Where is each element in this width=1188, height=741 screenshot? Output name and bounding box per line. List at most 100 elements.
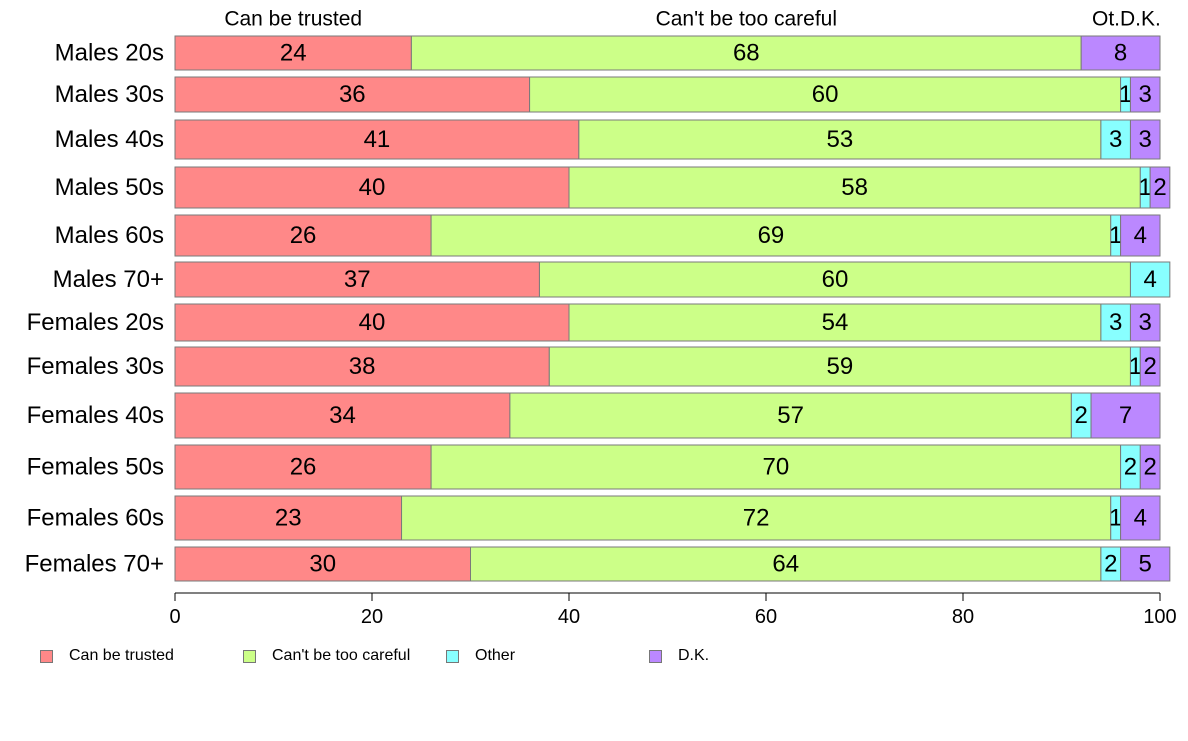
data-label: 34 bbox=[329, 402, 356, 429]
data-label: 37 bbox=[344, 266, 371, 293]
data-label: 36 bbox=[339, 81, 366, 108]
data-label: 4 bbox=[1143, 266, 1156, 293]
data-label: 69 bbox=[758, 222, 785, 249]
data-label: 3 bbox=[1109, 309, 1122, 336]
bar-segment bbox=[174, 166, 570, 209]
data-label: 40 bbox=[359, 309, 386, 336]
bar-segment bbox=[1129, 303, 1161, 342]
category-label: Males 50s bbox=[55, 174, 164, 201]
data-label: 60 bbox=[812, 81, 839, 108]
bar-segment bbox=[538, 261, 1131, 298]
data-label: 41 bbox=[364, 126, 391, 153]
data-label: 4 bbox=[1134, 222, 1147, 249]
data-label: 1 bbox=[1139, 174, 1152, 201]
data-label: 57 bbox=[777, 402, 804, 429]
bar-segment bbox=[174, 35, 412, 71]
data-label: 26 bbox=[290, 454, 317, 481]
legend-swatch bbox=[40, 649, 53, 663]
category-label: Females 30s bbox=[27, 353, 164, 380]
bar-segment bbox=[509, 392, 1072, 439]
category-label: Females 20s bbox=[27, 309, 164, 336]
column-label-other: Ot. bbox=[1092, 8, 1120, 31]
data-label: 40 bbox=[359, 174, 386, 201]
bar-segment bbox=[1080, 35, 1161, 71]
bar-segment bbox=[174, 546, 471, 582]
bar-segment bbox=[174, 76, 531, 113]
category-label: Males 20s bbox=[55, 40, 164, 67]
data-label: 60 bbox=[822, 266, 849, 293]
data-label: 2 bbox=[1124, 454, 1137, 481]
data-label: 8 bbox=[1114, 40, 1127, 67]
bar-segment bbox=[1120, 495, 1161, 541]
data-label: 3 bbox=[1139, 309, 1152, 336]
bar-segment bbox=[174, 119, 580, 160]
bar-segment bbox=[174, 444, 432, 490]
bar-segment bbox=[1120, 214, 1161, 257]
legend-item-dk: D.K. bbox=[649, 644, 709, 668]
bar-segment bbox=[410, 35, 1082, 71]
bar-segment bbox=[470, 546, 1102, 582]
category-label: Males 40s bbox=[55, 126, 164, 153]
bar-segment bbox=[174, 261, 540, 298]
bar-segment bbox=[1129, 119, 1161, 160]
bar-segment bbox=[401, 495, 1112, 541]
bar-segment bbox=[1139, 346, 1161, 387]
bar-segment bbox=[174, 214, 432, 257]
x-tick-label: 60 bbox=[755, 606, 777, 628]
bar-segment bbox=[174, 495, 403, 541]
data-label: 53 bbox=[827, 126, 854, 153]
category-label: Males 70+ bbox=[53, 266, 164, 293]
bar-segment bbox=[548, 346, 1131, 387]
data-label: 2 bbox=[1153, 174, 1166, 201]
x-tick-label: 100 bbox=[1143, 606, 1176, 628]
x-tick-label: 80 bbox=[952, 606, 974, 628]
data-label: 26 bbox=[290, 222, 317, 249]
data-label: 59 bbox=[827, 353, 854, 380]
data-label: 2 bbox=[1104, 551, 1117, 578]
x-tick-label: 40 bbox=[558, 606, 580, 628]
category-label: Males 30s bbox=[55, 81, 164, 108]
legend-swatch bbox=[446, 649, 459, 663]
data-label: 23 bbox=[275, 505, 302, 532]
category-label: Males 60s bbox=[55, 222, 164, 249]
category-label: Females 60s bbox=[27, 505, 164, 532]
bar-segment bbox=[1100, 119, 1131, 160]
column-label-can-be-trusted: Can be trusted bbox=[224, 8, 362, 31]
legend-label: Other bbox=[475, 647, 516, 664]
data-label: 3 bbox=[1139, 126, 1152, 153]
data-label: 68 bbox=[733, 40, 760, 67]
data-label: 7 bbox=[1119, 402, 1132, 429]
data-label: 5 bbox=[1139, 551, 1152, 578]
data-label: 54 bbox=[822, 309, 849, 336]
data-label: 1 bbox=[1119, 81, 1132, 108]
category-label: Females 70+ bbox=[25, 551, 164, 578]
data-label: 1 bbox=[1129, 353, 1142, 380]
data-label: 38 bbox=[349, 353, 376, 380]
legend-item-cant-be-too-careful: Can't be too careful bbox=[243, 644, 410, 668]
bar-segment bbox=[529, 76, 1122, 113]
legend-label: Can be trusted bbox=[69, 647, 174, 664]
data-label: 70 bbox=[762, 454, 789, 481]
legend-label: D.K. bbox=[678, 647, 710, 664]
column-label-dk: D.K. bbox=[1120, 8, 1161, 31]
data-label: 64 bbox=[772, 551, 799, 578]
legend-label: Can't be too careful bbox=[272, 647, 411, 664]
bar-segment bbox=[1129, 76, 1161, 113]
data-label: 3 bbox=[1109, 126, 1122, 153]
bar-segment bbox=[1139, 444, 1161, 490]
data-label: 1 bbox=[1109, 222, 1122, 249]
data-label: 2 bbox=[1143, 454, 1156, 481]
bar-segment bbox=[174, 303, 570, 342]
data-label: 72 bbox=[743, 505, 770, 532]
bar-segment bbox=[1120, 546, 1171, 582]
category-label: Females 50s bbox=[27, 454, 164, 481]
data-label: 30 bbox=[309, 551, 336, 578]
legend-swatch bbox=[649, 649, 662, 663]
legend-item-can-be-trusted: Can be trusted bbox=[40, 644, 174, 668]
bar-segment bbox=[1149, 166, 1171, 209]
data-label: 4 bbox=[1134, 505, 1147, 532]
bar-segment bbox=[568, 303, 1102, 342]
bar-segment bbox=[430, 214, 1112, 257]
